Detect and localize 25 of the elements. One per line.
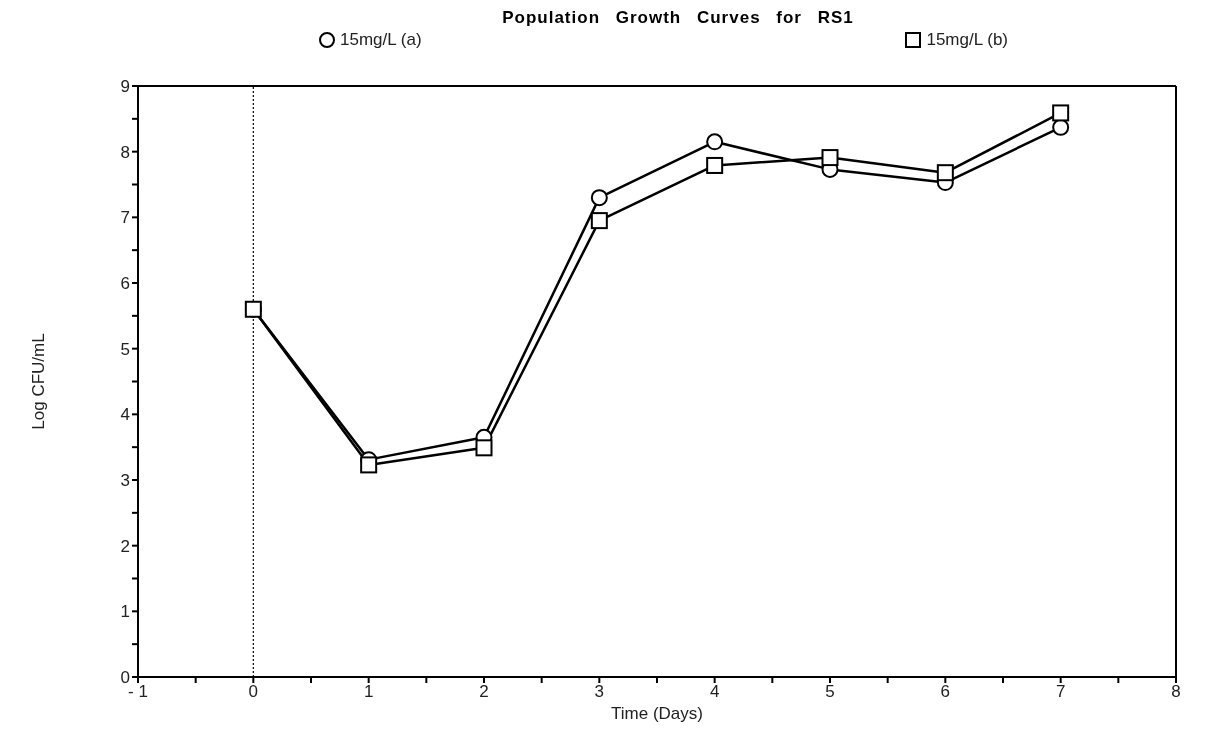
- y-axis-title: Log CFU/mL: [29, 333, 49, 430]
- y-tick-label: 5: [120, 339, 130, 359]
- y-tick-label: 3: [120, 471, 130, 491]
- x-tick-label: 8: [1171, 682, 1181, 702]
- x-tick-label: 4: [709, 682, 720, 702]
- legend-label: 15mg/L (a): [340, 30, 422, 50]
- y-tick-label: 8: [120, 142, 130, 162]
- x-tick-label: 1: [363, 682, 374, 702]
- x-tick-label: 6: [940, 682, 951, 702]
- x-axis-title: Time (Days): [611, 704, 703, 723]
- x-tick-label: 5: [825, 682, 835, 702]
- y-tick-label: 0: [120, 668, 130, 688]
- x-tick-label: 7: [1055, 682, 1066, 702]
- y-tick-label: 6: [120, 274, 130, 294]
- x-tick-label: 2: [479, 682, 489, 702]
- legend-label: 15mg/L (b): [926, 30, 1008, 50]
- y-tick-label: 4: [120, 405, 130, 425]
- x-tick-label: 3: [594, 682, 605, 702]
- x-tick-label: 0: [248, 682, 259, 702]
- y-tick-label: 1: [120, 602, 130, 622]
- chart-title: Population Growth Curves for RS1: [501, 8, 855, 29]
- y-tick-label: 2: [120, 536, 130, 556]
- y-tick-label: 9: [120, 77, 130, 97]
- y-tick-label: 7: [120, 208, 130, 228]
- x-tick-label: - 1: [128, 682, 148, 702]
